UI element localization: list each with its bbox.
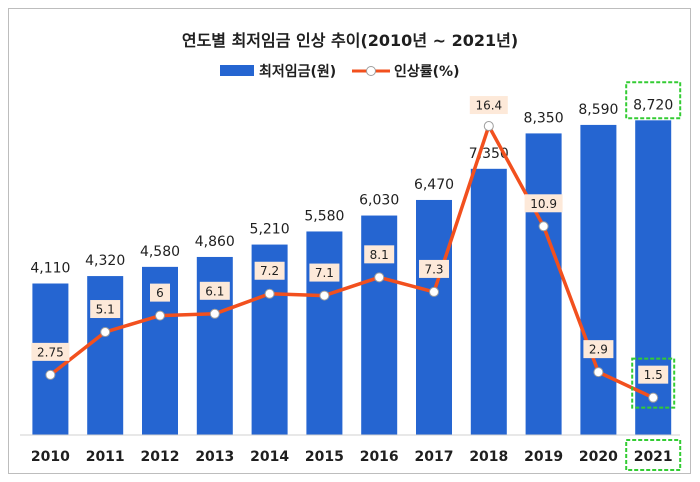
bar-label-2010: 4,110 — [30, 261, 70, 277]
rate-label-box-2010 — [31, 342, 70, 361]
legend-bar-swatch — [220, 65, 254, 76]
bar-label-2021: 8,720 — [633, 97, 673, 113]
rate-marker-2010 — [45, 369, 56, 380]
bar-label-2016: 6,030 — [359, 193, 399, 209]
bar-2018 — [470, 168, 507, 435]
rate-label-box-2015 — [309, 263, 340, 282]
legend: 최저임금(원) 인상률(%) — [220, 63, 459, 80]
rate-label-2012: 6 — [156, 286, 164, 300]
x-ticks-group: 2010 2011 2012 2013 2014 2015 2016 2017 2018 2019… — [31, 449, 673, 465]
x-tick-2015: 2015 — [305, 449, 344, 465]
rate-label-2018: 16.4 — [475, 99, 502, 113]
rate-marker-2018 — [483, 121, 494, 132]
rate-label-box-2018 — [469, 96, 508, 115]
bar-2011 — [87, 276, 124, 435]
rate-label-box-2016 — [364, 245, 395, 264]
x-tick-2012: 2012 — [141, 449, 180, 465]
highlight-group — [625, 81, 682, 471]
rate-marker-2017 — [429, 286, 439, 297]
rate-label-2019: 10.9 — [530, 197, 557, 211]
x-tick-2021: 2021 — [634, 449, 673, 465]
rate-marker-2014 — [264, 288, 275, 299]
x-tick-2014: 2014 — [250, 449, 289, 465]
rate-label-2014: 7.2 — [260, 264, 279, 278]
rate-label-box-2011 — [90, 300, 121, 319]
highlight-tick-box — [625, 439, 682, 471]
rate-label-box-2017 — [419, 259, 449, 278]
rate-marker-2011 — [100, 327, 111, 338]
x-tick-2011: 2011 — [86, 449, 125, 465]
rate-label-box-2012 — [150, 283, 170, 302]
bars-group — [32, 120, 672, 435]
highlight-rate-box — [631, 357, 676, 409]
rate-label-box-2021 — [638, 365, 669, 384]
bar-label-2014: 5,210 — [250, 222, 290, 238]
rate-marker-2013 — [209, 308, 220, 319]
bar-label-2020: 8,590 — [578, 102, 618, 118]
bar-label-2015: 5,580 — [304, 208, 344, 224]
highlight-bar-label-box — [625, 81, 682, 120]
rate-line-group: 2.75 5.1 6 6.1 7.2 7.1 8.1 7.3 16.4 10.9 2.9 1.5 — [31, 96, 669, 403]
rate-label-2017: 7.3 — [424, 262, 443, 276]
bar-label-2019: 8,350 — [524, 110, 564, 126]
bar-2019 — [525, 133, 562, 435]
bar-labels-group: 4,110 4,320 4,580 4,860 5,210 5,580 6,030 6,470… — [30, 97, 673, 276]
rate-label-box-2013 — [199, 281, 230, 300]
x-tick-2018: 2018 — [469, 449, 508, 465]
chart-title: 연도별 최저임금 인상 추이(2010년 ~ 2021년) — [182, 31, 518, 50]
x-tick-2020: 2020 — [579, 449, 618, 465]
rate-label-2021: 1.5 — [644, 368, 663, 382]
bar-2021 — [635, 120, 672, 435]
bar-label-2017: 6,470 — [414, 177, 454, 193]
bar-2015 — [306, 231, 343, 435]
rate-label-box-2019 — [524, 194, 563, 213]
bar-label-2013: 4,860 — [195, 234, 235, 250]
rate-label-2015: 7.1 — [315, 266, 334, 280]
bar-2020 — [580, 124, 617, 435]
legend-line-label: 인상률(%) — [394, 63, 459, 80]
rate-label-2020: 2.9 — [589, 343, 608, 357]
rate-marker-2016 — [374, 272, 385, 283]
rate-line — [49, 124, 654, 400]
x-tick-2010: 2010 — [31, 449, 70, 465]
x-tick-2016: 2016 — [360, 449, 399, 465]
rate-marker-2012 — [155, 310, 165, 321]
rate-label-2010: 2.75 — [37, 345, 64, 359]
rate-marker-2021 — [648, 392, 659, 403]
rate-label-box-2020 — [583, 340, 614, 359]
rate-marker-2019 — [538, 221, 549, 232]
x-tick-2019: 2019 — [524, 449, 563, 465]
bar-2017 — [416, 199, 452, 435]
rate-marker-2020 — [593, 367, 604, 378]
bar-label-2012: 4,580 — [140, 244, 180, 260]
rate-label-2011: 5.1 — [96, 303, 115, 317]
x-tick-2013: 2013 — [195, 449, 234, 465]
legend-bar-label: 최저임금(원) — [259, 64, 336, 80]
rate-label-2013: 6.1 — [205, 284, 224, 298]
legend-line-marker — [366, 66, 376, 76]
bar-label-2011: 4,320 — [85, 253, 125, 269]
rate-label-box-2014 — [254, 261, 285, 280]
rate-label-2016: 8.1 — [370, 248, 389, 262]
x-tick-2017: 2017 — [415, 449, 454, 465]
rate-marker-2015 — [319, 290, 330, 301]
